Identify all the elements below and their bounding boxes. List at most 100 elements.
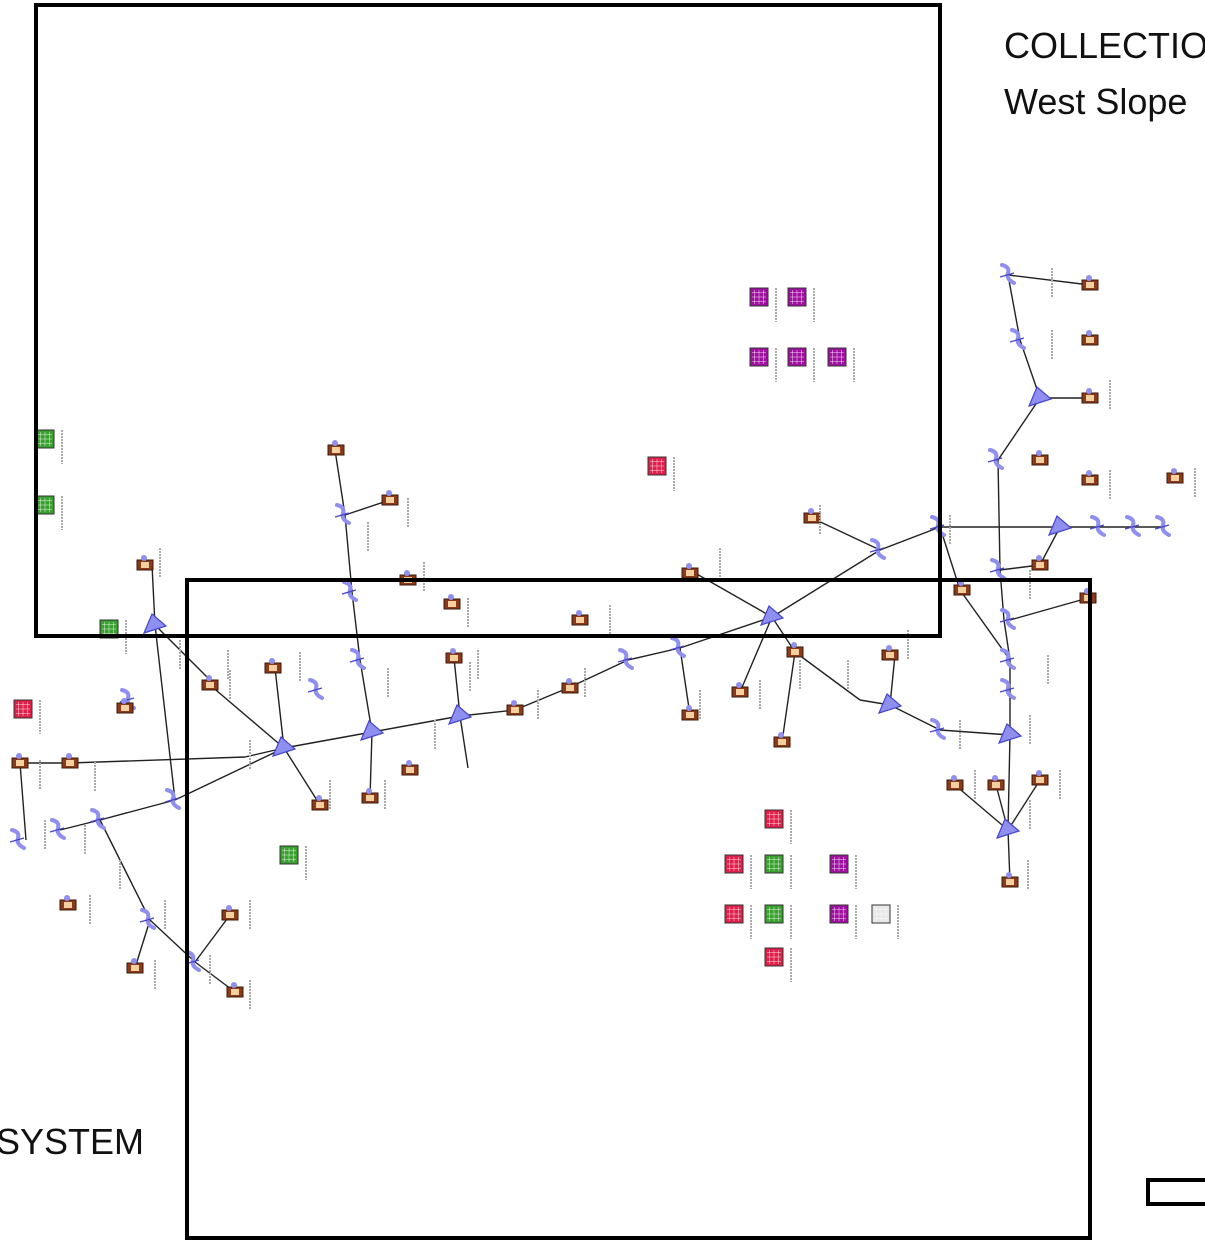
pipe-segment [99,799,176,821]
metering-station-icon [1031,450,1049,466]
pipe-segment [369,731,373,799]
metering-station-icon [1166,468,1184,484]
metering-station-icon [571,610,589,626]
regulator-icon [139,908,156,930]
metering-station-icon [561,678,579,694]
purple-grid-icon [829,854,849,874]
pipe-segment [679,616,773,649]
metering-station-icon [11,753,29,769]
regulator-icon [164,788,181,810]
regulator-icon [1009,328,1026,350]
pipe-segment [1007,274,1091,286]
triangle-junction-icon [271,736,297,757]
pipe-segment [174,747,285,801]
regulator-icon [1154,515,1171,537]
regulator-icon [669,636,686,658]
metering-station-icon [361,788,379,804]
triangle-junction-icon [877,693,903,714]
pipe-segment [151,564,156,626]
regulator-icon [334,503,351,525]
purple-grid-icon [827,347,847,367]
regulator-icon [341,580,358,602]
triangle-junction-icon [447,704,473,725]
green-grid-icon [99,619,119,639]
red-grid-icon [13,699,33,719]
regulator-icon [869,538,886,560]
pipe-segment [359,659,373,733]
title-line-1: COLLECTIO [1004,25,1205,66]
pipe-segment [371,715,461,733]
legend-box [1146,1178,1205,1206]
triangle-junction-icon [759,605,785,626]
pipe-segment [889,704,941,731]
title-line-2: West Slope [1004,81,1188,122]
pipe-segment [1007,779,1041,831]
metering-station-icon [731,682,749,698]
purple-grid-icon [787,287,807,307]
triangle-junction-icon [142,613,168,634]
metering-station-icon [946,775,964,791]
pipe-segment [739,616,773,693]
pipe-segment [794,651,861,701]
pipe-segment [154,624,176,801]
red-grid-icon [724,904,744,924]
pipe-segment [1007,734,1011,831]
metering-station-icon [1081,470,1099,486]
system-label: SYSTEM [0,1121,145,1162]
pipe-segment [334,449,346,516]
regulator-icon [989,558,1006,580]
regulator-icon [349,648,366,670]
regulator-icon [987,448,1004,470]
green-grid-icon [35,495,55,515]
pipe-segment [351,591,361,661]
purple-grid-icon [749,287,769,307]
pipe-segment [679,647,691,716]
metering-station-icon [681,563,699,579]
regulator-icon [999,263,1016,285]
regulator-icon [1089,515,1106,537]
pipe-segment [274,667,285,749]
pipe-segment [781,651,796,743]
purple-grid-icon [749,347,769,367]
pipe-segment [879,526,941,551]
metering-station-icon [987,775,1005,791]
metering-station-icon [264,658,282,674]
metering-station-icon [221,905,239,921]
pipe-segment [209,684,285,749]
triangle-junction-icon [1027,386,1053,407]
pipe-segment [283,747,321,806]
metering-station-icon [59,895,77,911]
pipe-segment [811,517,881,551]
red-grid-icon [764,947,784,967]
pipe-segment [997,459,1001,571]
regulator-icon [929,718,946,740]
metering-station-icon [1081,330,1099,346]
regulator-icon [617,648,634,670]
metering-station-icon [786,642,804,658]
upper-view-frame [34,3,942,638]
pipe-segment [19,762,27,841]
pipe-segment [134,919,151,969]
pipe-segment [1007,274,1021,341]
pipe-segment [771,549,881,618]
green-grid-icon [279,845,299,865]
regulator-icon [307,678,324,700]
metering-station-icon [443,594,461,610]
pipe-segment [1009,597,1089,621]
regulator-icon [999,648,1016,670]
pipe-segment [997,397,1041,461]
triangle-junction-icon [1047,515,1073,536]
metering-station-icon [401,760,419,776]
metering-station-icon [201,675,219,691]
pipe-segment [194,914,231,963]
metering-station-icon [226,982,244,998]
triangle-junction-icon [997,723,1023,744]
grey-grid-icon [871,904,891,924]
metering-station-icon [61,753,79,769]
regulator-icon [999,678,1016,700]
pipe-segment [939,729,1011,736]
metering-station-icon [1081,388,1099,404]
pipe-segment [459,715,469,769]
pipe-segment [99,819,151,921]
